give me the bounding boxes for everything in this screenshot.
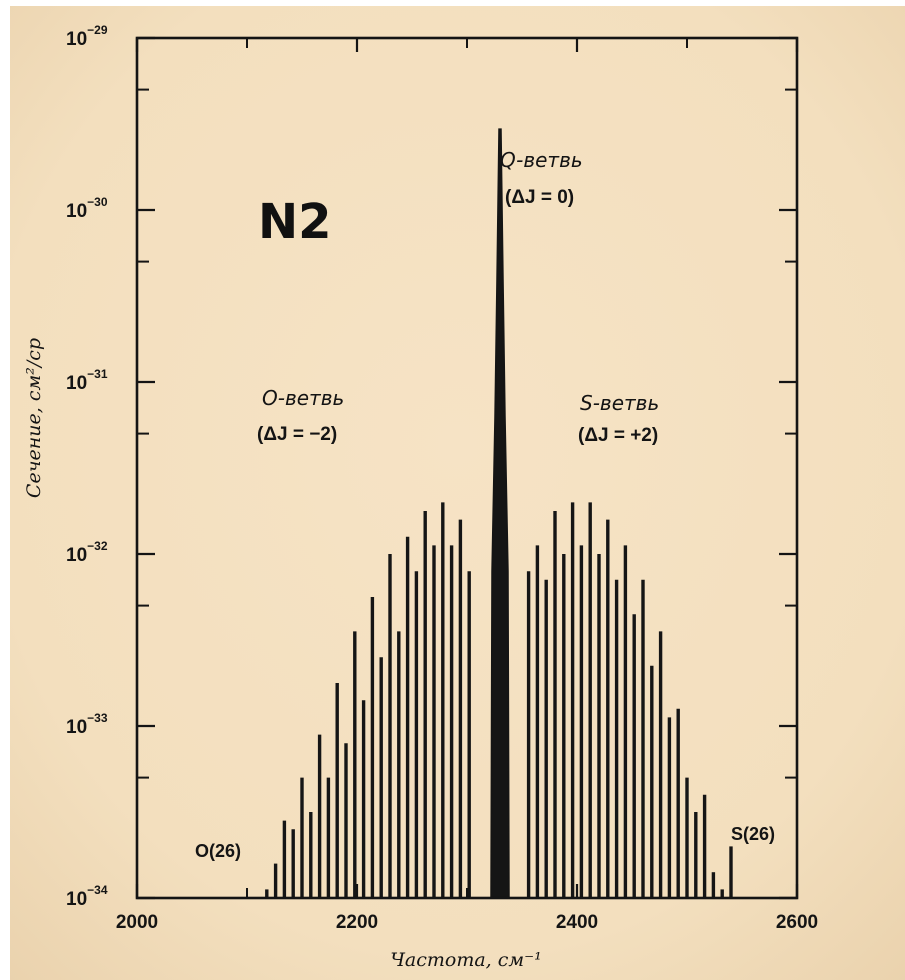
q-branch-label: Q-ветвь (500, 148, 583, 172)
y-tick-label: 10−29 (66, 23, 108, 50)
x-tick-label: 2600 (776, 912, 818, 933)
y-tick-label: 10−34 (66, 883, 108, 910)
q-branch-rule: (ΔJ = 0) (505, 187, 574, 208)
s-branch-rule: (ΔJ = +2) (578, 425, 658, 446)
x-tick-label: 2200 (336, 912, 378, 933)
y-tick-label: 10−31 (66, 367, 108, 394)
paper-background (10, 6, 905, 980)
plot-frame (135, 36, 799, 900)
o26-line-label: O(26) (195, 841, 241, 861)
molecule-label: N2 (258, 194, 332, 250)
x-tick-labels: 2000 2200 2400 2600 (116, 912, 818, 933)
x-tick-label: 2000 (116, 912, 158, 933)
o-branch-label: O-ветвь (262, 386, 344, 410)
o-branch-rule: (ΔJ = −2) (257, 424, 337, 445)
s-branch-label: S-ветвь (580, 391, 659, 415)
x-tick-label: 2400 (556, 912, 598, 933)
q-branch-peak (490, 128, 510, 899)
s26-line-label: S(26) (731, 824, 775, 844)
x-axis-title: Частота, см⁻¹ (390, 949, 542, 971)
y-tick-label: 10−33 (66, 711, 108, 738)
y-tick-label: 10−30 (66, 195, 108, 222)
spectral-lines (265, 128, 733, 899)
y-axis-title: Сечение, см²/ср (23, 338, 45, 498)
y-tick-labels: 10−34 10−33 10−32 10−31 10−30 10−29 (66, 23, 108, 910)
y-tick-label: 10−32 (66, 539, 108, 566)
